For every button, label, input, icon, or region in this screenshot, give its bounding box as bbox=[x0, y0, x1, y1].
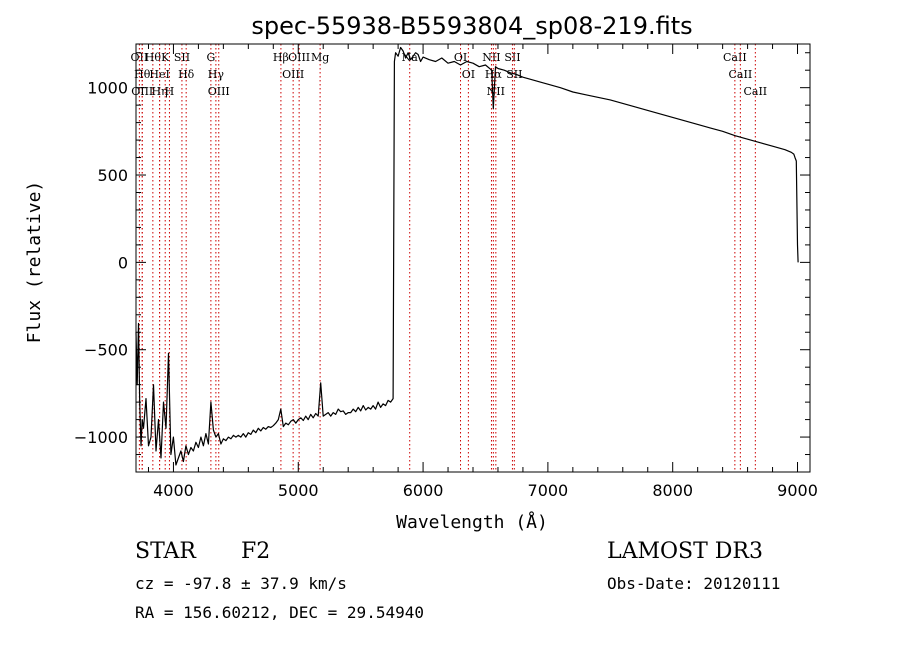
line-marker-label: K bbox=[161, 51, 170, 64]
line-marker-label: Mg bbox=[311, 51, 329, 64]
x-tick-label: 6000 bbox=[403, 481, 444, 500]
redshift-velocity: cz = -97.8 ± 37.9 km/s bbox=[135, 574, 347, 593]
spectrum-series bbox=[135, 46, 799, 466]
line-marker-label: OII bbox=[131, 51, 149, 64]
x-tick-label: 7000 bbox=[528, 481, 569, 500]
observation-date: Obs-Date: 20120111 bbox=[607, 574, 781, 593]
line-marker-label: G bbox=[206, 51, 215, 64]
line-marker-label: CaII bbox=[723, 51, 747, 64]
axes: 4000 5000 6000 7000 8000 9000 −1000 −500 0 500 100… bbox=[74, 43, 818, 500]
line-marker-label: SII bbox=[174, 51, 190, 64]
line-marker-label: OIII bbox=[208, 85, 230, 98]
object-subclass: F2 bbox=[241, 539, 271, 564]
line-marker-label: Hη bbox=[151, 85, 167, 98]
series-line bbox=[135, 46, 799, 466]
line-marker-label: NII bbox=[487, 85, 505, 98]
line-marker-label: CaII bbox=[729, 68, 753, 81]
line-marker-label: SII bbox=[504, 51, 520, 64]
y-tick-label: −500 bbox=[84, 341, 128, 360]
line-marker-label: OI bbox=[454, 51, 467, 64]
line-markers: OIIHθOIIIHθHeIHηKHSIIHδGHγOIIIHβOIIIOIII… bbox=[131, 44, 767, 472]
line-marker-label: OIII bbox=[282, 68, 304, 81]
line-marker-label: H bbox=[165, 85, 175, 98]
plot-frame bbox=[135, 43, 811, 473]
x-tick-label: 9000 bbox=[777, 481, 818, 500]
x-tick-label: 8000 bbox=[652, 481, 693, 500]
chart-title: spec-55938-B5593804_sp08-219.fits bbox=[251, 12, 692, 40]
y-tick-label: −1000 bbox=[74, 428, 128, 447]
line-marker-label: Hθ bbox=[145, 51, 162, 64]
x-tick-label: 5000 bbox=[278, 481, 319, 500]
y-tick-label: 500 bbox=[97, 166, 128, 185]
line-marker-label: OI bbox=[462, 68, 475, 81]
y-tick-label: 0 bbox=[118, 253, 128, 272]
object-class: STAR bbox=[135, 539, 196, 564]
line-marker-label: HeI bbox=[149, 68, 169, 81]
x-tick-label: 4000 bbox=[153, 481, 194, 500]
line-marker-label: Hγ bbox=[208, 68, 225, 81]
line-marker-label: Hθ bbox=[134, 68, 151, 81]
x-axis-label: Wavelength (Å) bbox=[396, 511, 548, 533]
y-axis-label: Flux (relative) bbox=[24, 181, 45, 344]
line-marker-label: Hα bbox=[485, 68, 503, 81]
line-marker-label: Hδ bbox=[178, 68, 195, 81]
line-marker-label: OIII bbox=[131, 85, 153, 98]
survey-name: LAMOST DR3 bbox=[607, 539, 763, 564]
line-marker-label: Hβ bbox=[273, 51, 289, 64]
line-marker-label: CaII bbox=[743, 85, 767, 98]
line-marker-label: NII bbox=[482, 51, 500, 64]
line-marker-label: OIII bbox=[288, 51, 310, 64]
y-tick-label: 1000 bbox=[87, 79, 128, 98]
sky-coordinates: RA = 156.60212, DEC = 29.54940 bbox=[135, 603, 424, 622]
spectrum-chart: spec-55938-B5593804_sp08-219.fits OIIHθO… bbox=[24, 12, 818, 533]
